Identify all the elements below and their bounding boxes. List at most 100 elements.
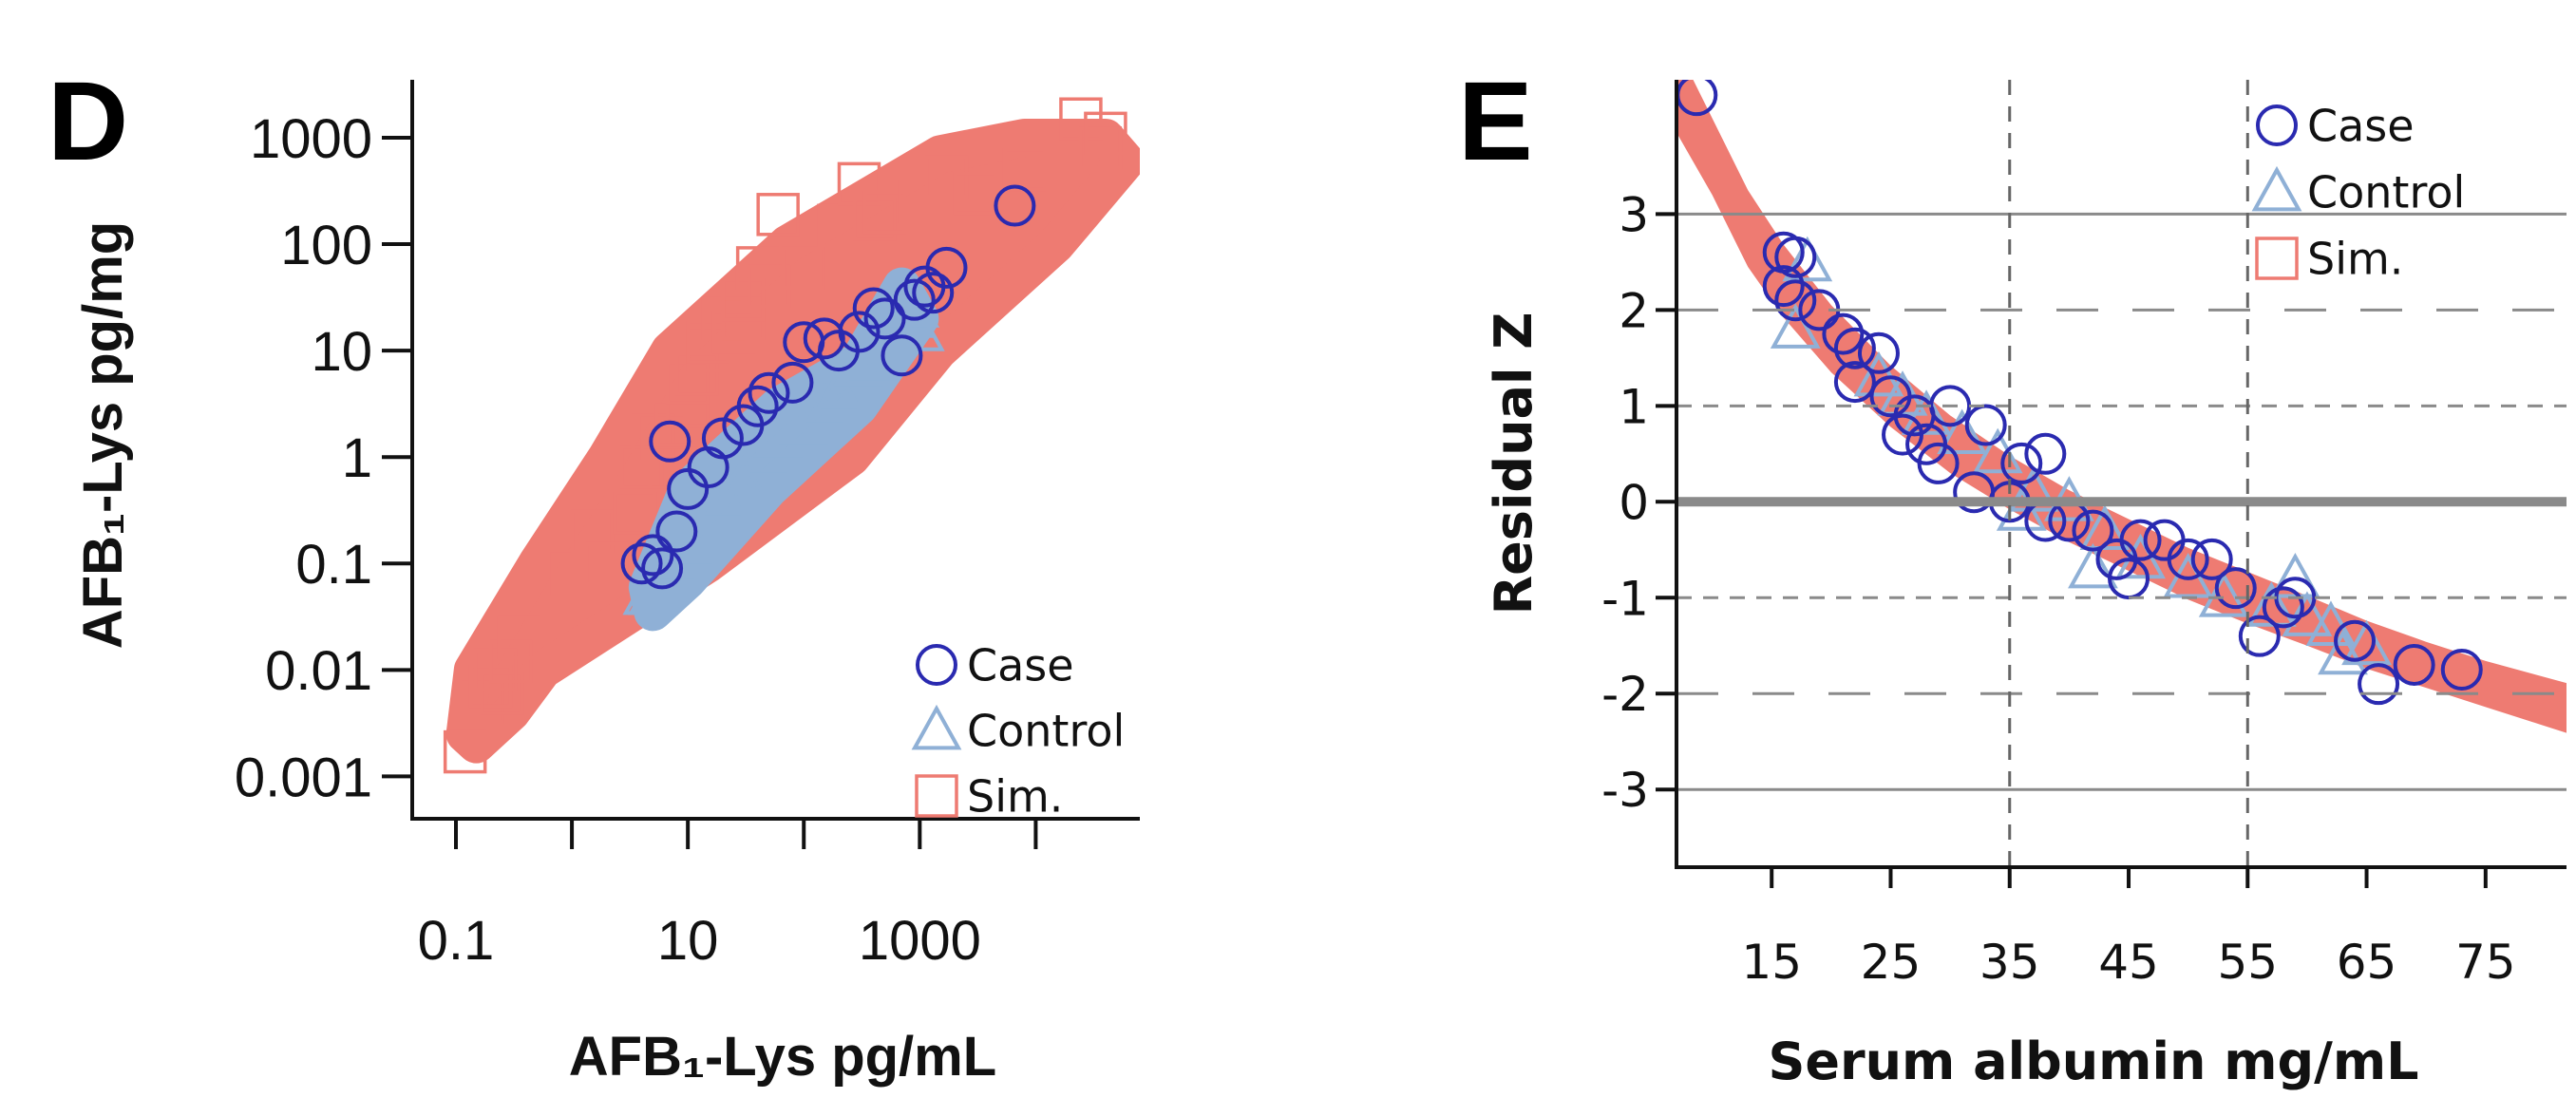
sim-point	[585, 541, 629, 586]
sim-point	[666, 384, 710, 428]
control-point	[662, 519, 713, 564]
legend-label: Case	[967, 640, 1074, 691]
sim-point	[924, 155, 969, 199]
y-tick-label: 10	[311, 321, 372, 383]
control-point	[718, 454, 768, 501]
case-point	[620, 542, 663, 585]
case-point	[748, 371, 790, 414]
control-point	[1782, 236, 1833, 282]
sim-point	[631, 413, 675, 458]
case-point	[1964, 404, 2007, 446]
y-tick-label: -3	[1601, 763, 1649, 818]
y-tick-label: 1000	[250, 108, 372, 170]
y-tick-label: 0.001	[235, 747, 372, 808]
sim-point	[782, 246, 825, 290]
control-point	[2341, 619, 2392, 666]
legend-circle-icon	[916, 644, 957, 686]
case-point	[1857, 331, 1900, 374]
case-point	[1833, 327, 1876, 369]
control-point	[2245, 581, 2297, 627]
case-point	[655, 510, 698, 553]
control-point	[799, 380, 850, 426]
panel-label-e: E	[1458, 59, 1533, 184]
sim-point	[497, 615, 541, 660]
legend: Case Control Sim.	[2251, 101, 2465, 285]
control-point	[1853, 350, 1904, 397]
legend-circle-icon	[2256, 104, 2298, 146]
y-tick-label: 0	[1619, 475, 1649, 530]
case-point	[2393, 643, 2435, 686]
panel-label-d: D	[47, 59, 128, 184]
case-point	[817, 330, 860, 372]
control-point	[2198, 572, 2249, 617]
control-point	[2269, 552, 2320, 598]
x-tick-label: 45	[2098, 935, 2159, 990]
plot-marks	[443, 97, 1140, 774]
control-point	[2305, 600, 2357, 646]
y-tick-label: 1	[1619, 379, 1649, 434]
sim-point	[862, 190, 907, 235]
sim-point	[1078, 126, 1123, 170]
case-point	[863, 297, 906, 340]
case-point	[2167, 538, 2209, 580]
case-point	[1774, 236, 1817, 278]
legend-label: Control	[967, 706, 1125, 757]
x-tick-label: 25	[1861, 935, 1922, 990]
case-point	[2358, 663, 2400, 706]
y-tick-label: 0.01	[265, 640, 372, 702]
x-tick-label: 1000	[859, 910, 981, 972]
control-point	[636, 548, 688, 594]
x-tick-label: 0.1	[418, 910, 495, 972]
control-point	[2068, 542, 2118, 589]
case-point	[641, 547, 684, 590]
case-point	[2262, 586, 2304, 629]
case-point	[649, 420, 691, 463]
plot-marks	[1676, 80, 2567, 733]
case-point	[912, 272, 955, 314]
y-tick-label: 2	[1619, 283, 1649, 338]
case-point	[2024, 432, 2067, 475]
sim-point	[570, 509, 615, 554]
case-point	[2190, 538, 2233, 580]
case-point	[632, 534, 674, 577]
y-tick-label: 100	[280, 215, 372, 276]
case-point	[852, 287, 895, 330]
y-axis-title-e: Residual Z	[1484, 312, 1544, 615]
control-point	[752, 412, 804, 458]
case-point	[1774, 279, 1817, 322]
case-point	[994, 184, 1036, 227]
y-tick-label: -2	[1601, 667, 1649, 722]
control-point	[2282, 591, 2333, 636]
case-point	[722, 404, 765, 446]
control-point	[628, 569, 678, 615]
legend-square-icon	[915, 774, 958, 818]
case-point	[2214, 567, 2257, 610]
sim-point	[1084, 111, 1127, 156]
case-point	[893, 278, 936, 321]
legend-label: Sim.	[2307, 234, 2403, 285]
x-axis-title-e: Serum albumin mg/mL	[1768, 1032, 2418, 1091]
sim-point	[675, 352, 719, 396]
case-point	[2440, 648, 2483, 691]
plot-area-d: 0.001 0.01 0.1 1 10 100 1000 0.1 10 1000 Case Contr…	[235, 80, 1140, 972]
case-point	[2334, 619, 2377, 662]
case-point	[1833, 361, 1876, 404]
legend-triangle-icon	[911, 704, 962, 750]
case-point	[1917, 442, 1960, 484]
legend-square-icon	[2255, 237, 2299, 280]
x-tick-label: 75	[2455, 935, 2516, 990]
sim-point	[443, 729, 487, 774]
case-point	[2238, 615, 2281, 657]
x-tick-label: 65	[2337, 935, 2397, 990]
legend-label: Control	[2307, 167, 2465, 218]
sim-point	[480, 672, 524, 715]
case-point	[1762, 265, 1805, 308]
panel-e: E -3 -2 -1 0 1 2 3 15 25 35 45 55 65 75 Case Control Sim…	[1458, 59, 2567, 1091]
control-point	[709, 447, 760, 493]
sim-point	[721, 277, 766, 322]
y-tick-label: 0.1	[295, 534, 372, 596]
sim-point	[853, 198, 897, 241]
sim-point	[613, 491, 657, 535]
sim-point	[474, 648, 518, 692]
